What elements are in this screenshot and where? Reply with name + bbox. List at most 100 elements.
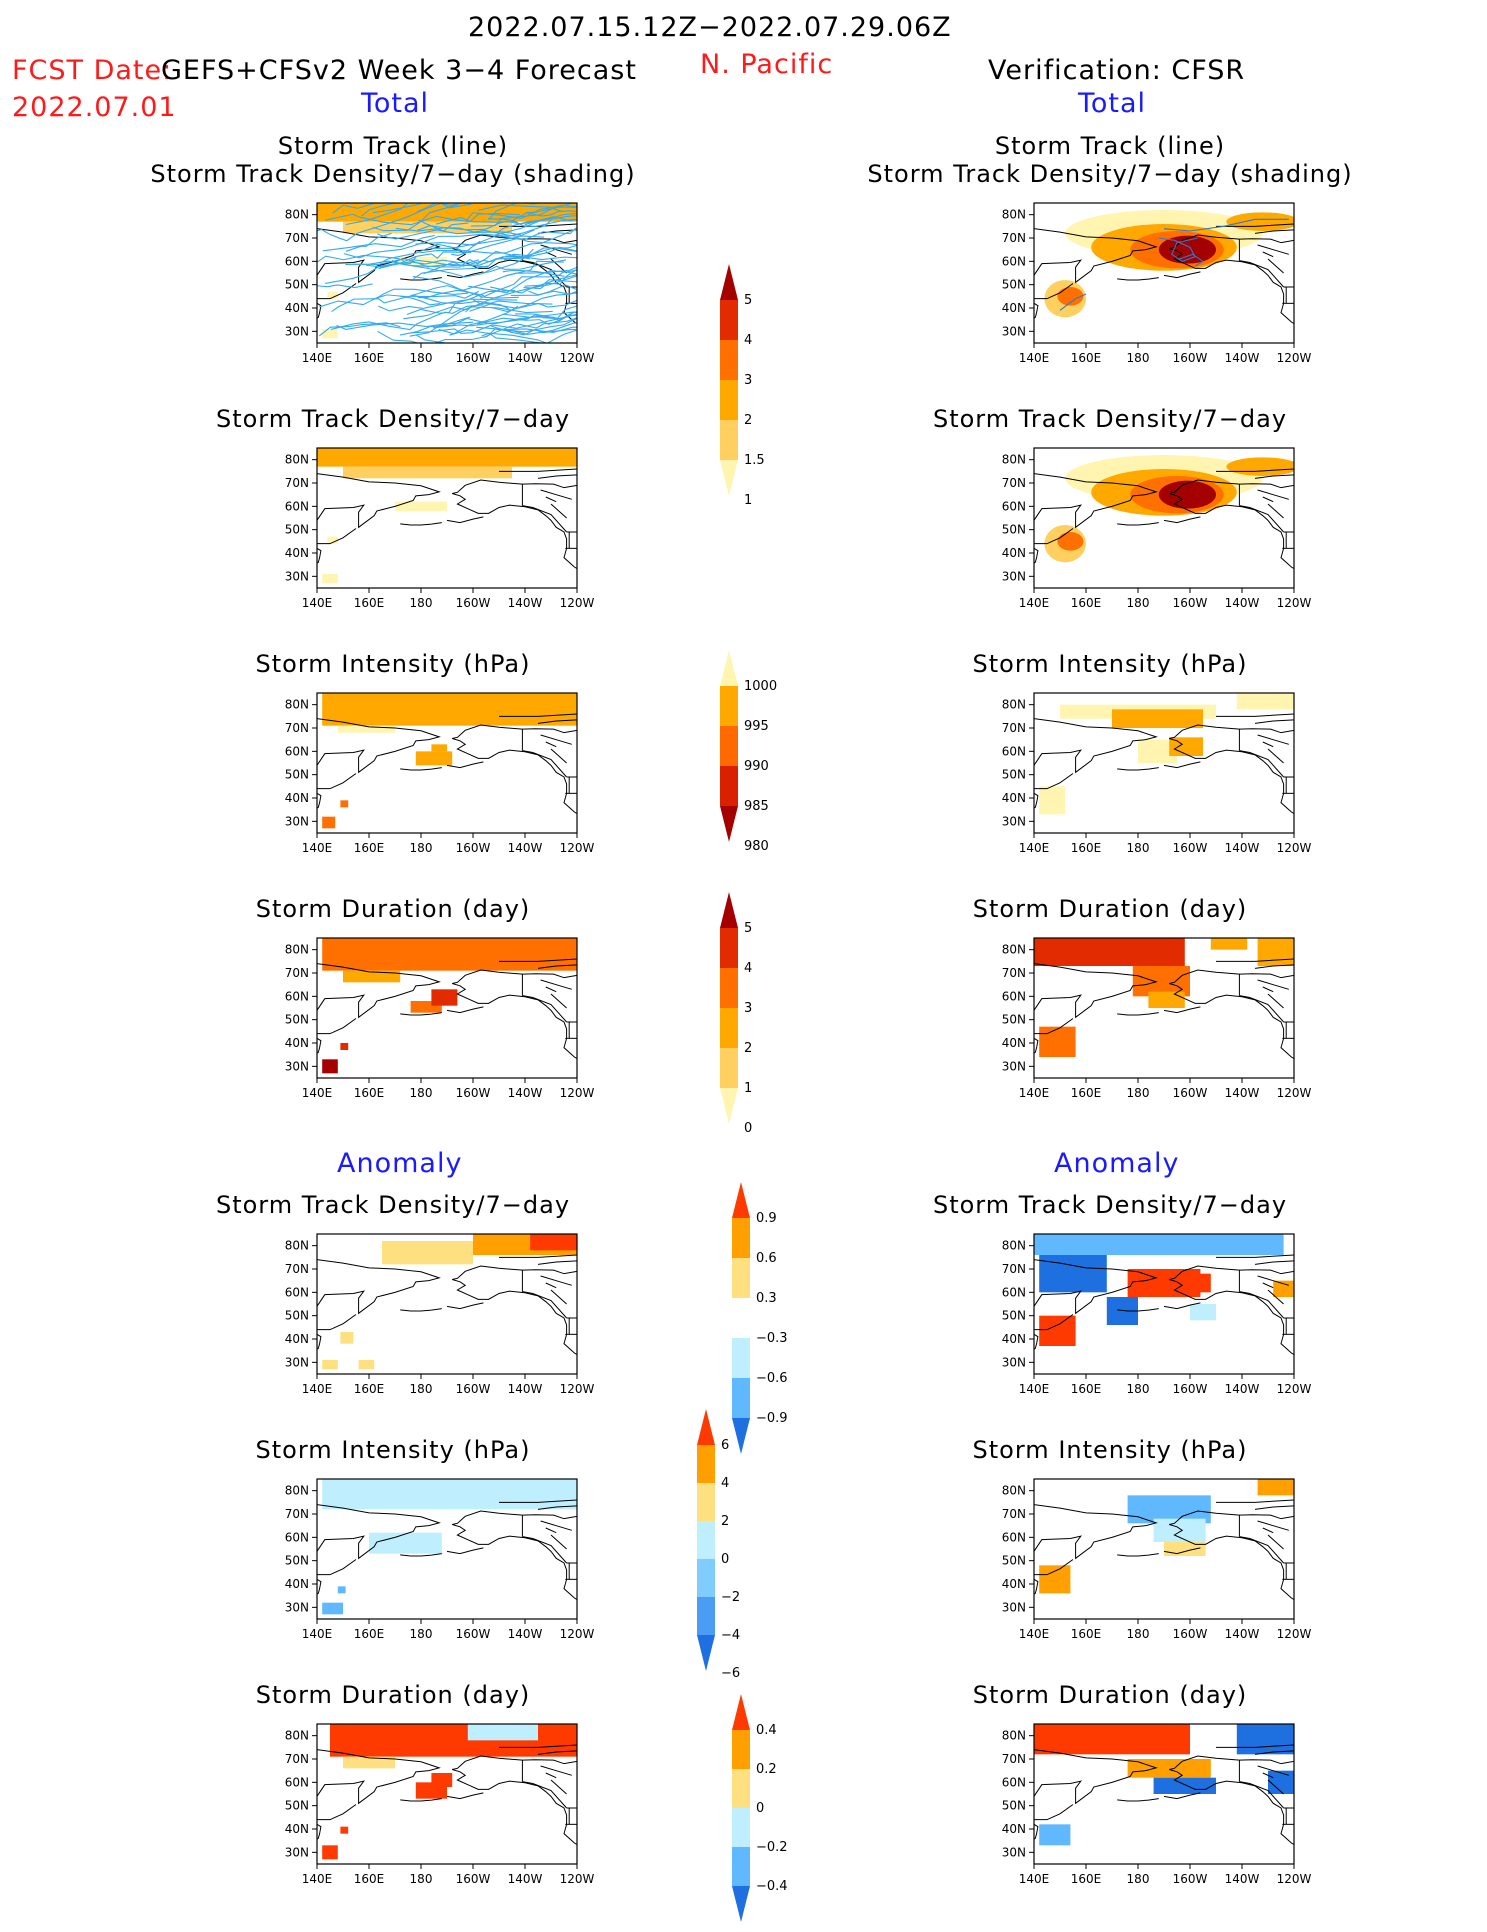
colorbar-label: −2 bbox=[721, 1590, 740, 1605]
lon-tick-label: 160E bbox=[1071, 1086, 1102, 1100]
lat-tick-label: 50N bbox=[285, 1309, 309, 1323]
coastline bbox=[1257, 734, 1289, 745]
coastline bbox=[446, 1792, 484, 1800]
colorbar-label: 1 bbox=[744, 493, 752, 508]
coastline bbox=[1034, 283, 1074, 300]
coastline bbox=[1169, 479, 1294, 494]
colorbar-segment bbox=[732, 1886, 750, 1922]
lat-tick-label: 70N bbox=[285, 966, 309, 980]
map-intensity-forecast: 80N 70N 60N 50N 40N 30N 140E 160E 180 160W 140W 120… bbox=[265, 692, 595, 859]
storm-track bbox=[436, 217, 518, 225]
coastline bbox=[499, 713, 577, 717]
shaded-cell bbox=[1153, 1777, 1216, 1794]
lon-tick-label: 160E bbox=[354, 1627, 385, 1641]
shaded-cell bbox=[1236, 1724, 1294, 1755]
shaded-cell bbox=[1190, 1273, 1211, 1293]
coastline bbox=[522, 505, 567, 533]
lat-tick-label: 30N bbox=[285, 1845, 309, 1859]
colorbar-segment bbox=[732, 1338, 750, 1378]
coastline bbox=[1117, 1308, 1159, 1312]
coastline bbox=[452, 1265, 577, 1280]
lat-tick-label: 80N bbox=[1002, 1239, 1026, 1253]
colorbar-segment bbox=[720, 380, 738, 420]
lat-tick-label: 30N bbox=[1002, 814, 1026, 828]
map-border bbox=[316, 937, 578, 1079]
lon-tick-label: 140W bbox=[1225, 351, 1260, 365]
lat-tick-label: 60N bbox=[285, 1285, 309, 1299]
shaded-cell bbox=[530, 1234, 577, 1251]
shaded-cell bbox=[322, 1479, 577, 1510]
shaded-cell bbox=[327, 291, 338, 299]
coastline bbox=[452, 983, 577, 1060]
lat-tick-label: 40N bbox=[285, 1577, 309, 1591]
lon-tick-label: 160E bbox=[354, 1086, 385, 1100]
coastline bbox=[446, 271, 484, 279]
lon-tick-label: 120W bbox=[560, 351, 595, 365]
coastline bbox=[1117, 522, 1159, 526]
lon-tick-label: 180 bbox=[410, 1627, 433, 1641]
lon-tick-label: 160E bbox=[354, 1872, 385, 1886]
shaded-cell bbox=[1190, 1304, 1216, 1321]
map-border bbox=[316, 1478, 578, 1620]
coastline bbox=[499, 958, 577, 962]
coastline bbox=[1216, 468, 1294, 472]
colorbar-segment bbox=[697, 1483, 715, 1521]
coastline bbox=[1254, 1750, 1294, 1755]
colorbar-label: 0.4 bbox=[756, 1723, 777, 1738]
map-track-verification: 80N 70N 60N 50N 40N 30N 140E 160E 180 160W 140W 120… bbox=[982, 202, 1312, 369]
colorbar-label: 5 bbox=[744, 293, 752, 308]
storm-track bbox=[499, 326, 577, 333]
storm-track bbox=[378, 298, 518, 312]
coastline bbox=[540, 1765, 572, 1776]
lon-tick-label: 180 bbox=[410, 841, 433, 855]
fcst-date: 2022.07.01 bbox=[12, 92, 177, 123]
coastline bbox=[452, 479, 577, 494]
coastline bbox=[317, 1559, 357, 1576]
map-density-anomaly-forecast: 80N 70N 60N 50N 40N 30N 140E 160E 180 160W 140W 120… bbox=[265, 1233, 595, 1400]
lon-tick-label: 160E bbox=[1071, 1382, 1102, 1396]
lon-tick-label: 140E bbox=[1019, 1872, 1050, 1886]
storm-track bbox=[411, 294, 510, 310]
lat-tick-label: 80N bbox=[1002, 943, 1026, 957]
colorbar-duration-total: 5 4 3 2 1 0 bbox=[720, 892, 800, 1136]
colorbar-segment bbox=[720, 726, 738, 766]
lat-tick-label: 40N bbox=[1002, 1036, 1026, 1050]
coastline bbox=[1034, 473, 1158, 529]
storm-track bbox=[505, 266, 577, 277]
storm-track bbox=[487, 203, 576, 220]
lat-tick-label: 70N bbox=[1002, 1507, 1026, 1521]
lat-tick-label: 50N bbox=[1002, 768, 1026, 782]
coastline bbox=[1034, 1578, 1039, 1595]
coastline bbox=[317, 1037, 322, 1054]
storm-track bbox=[524, 279, 577, 287]
colorbar-segment bbox=[732, 1730, 750, 1769]
colorbar-label: −4 bbox=[721, 1628, 740, 1643]
colorbar-segment bbox=[720, 650, 738, 686]
coastline bbox=[1169, 738, 1294, 815]
lon-tick-label: 120W bbox=[1277, 1086, 1312, 1100]
lon-tick-label: 180 bbox=[410, 1872, 433, 1886]
coastline bbox=[537, 1260, 577, 1265]
coastline bbox=[1262, 251, 1274, 258]
colorbar-label: 4 bbox=[721, 1476, 729, 1491]
lon-tick-label: 120W bbox=[1277, 351, 1312, 365]
storm-track bbox=[430, 227, 577, 249]
lat-tick-label: 80N bbox=[285, 943, 309, 957]
map-border bbox=[1033, 1233, 1295, 1375]
colorbar-segment bbox=[697, 1409, 715, 1445]
shaded-cell bbox=[431, 1773, 453, 1787]
coastline bbox=[545, 1282, 557, 1289]
lat-tick-label: 50N bbox=[1002, 523, 1026, 537]
coastline bbox=[446, 761, 484, 769]
lat-tick-label: 50N bbox=[1002, 1013, 1026, 1027]
shaded-cell bbox=[1039, 1565, 1071, 1594]
coastline bbox=[1169, 1510, 1294, 1525]
lon-tick-label: 140W bbox=[508, 596, 543, 610]
lon-tick-label: 180 bbox=[410, 1382, 433, 1396]
shaded-cell bbox=[1127, 1759, 1211, 1778]
lat-tick-label: 50N bbox=[285, 278, 309, 292]
map-frame: 80N 70N 60N 50N 40N 30N 140E 160E 180 160W 140W 120… bbox=[1002, 937, 1312, 1100]
map-frame: 80N 70N 60N 50N 40N 30N 140E 160E 180 160W 140W 120… bbox=[1002, 1478, 1312, 1641]
lon-tick-label: 160E bbox=[1071, 1627, 1102, 1641]
lat-tick-label: 80N bbox=[285, 698, 309, 712]
